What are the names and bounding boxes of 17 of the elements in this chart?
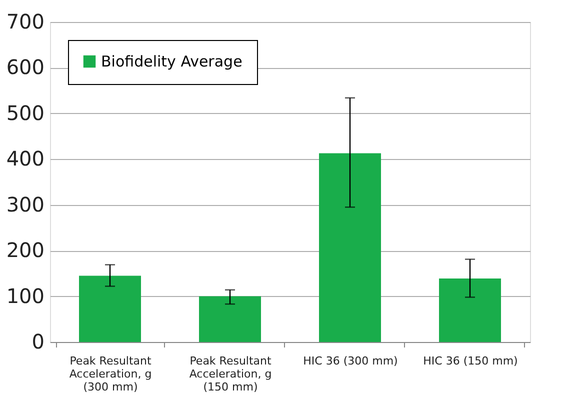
- legend-label: Biofidelity Average: [101, 52, 242, 70]
- y-tick-label: 100: [6, 284, 44, 308]
- y-tick-label: 400: [6, 146, 44, 171]
- y-tick-label: 0: [32, 330, 44, 354]
- y-tick-label: 200: [6, 238, 44, 262]
- x-tick-label: HIC 36 (300 mm): [303, 354, 398, 368]
- x-tick-label: Peak Resultant Acceleration, g (150 mm): [189, 354, 272, 394]
- bar: [199, 296, 261, 342]
- x-tick-label: Peak Resultant Acceleration, g (300 mm): [69, 354, 152, 394]
- x-tick-label: HIC 36 (150 mm): [423, 354, 518, 368]
- bar: [439, 278, 501, 342]
- bar: [319, 153, 381, 342]
- y-tick-label: 300: [6, 192, 44, 216]
- y-tick-label: 600: [6, 55, 44, 80]
- bar: [79, 276, 141, 342]
- y-tick-label: 500: [6, 100, 44, 125]
- y-tick-label: 700: [6, 10, 44, 34]
